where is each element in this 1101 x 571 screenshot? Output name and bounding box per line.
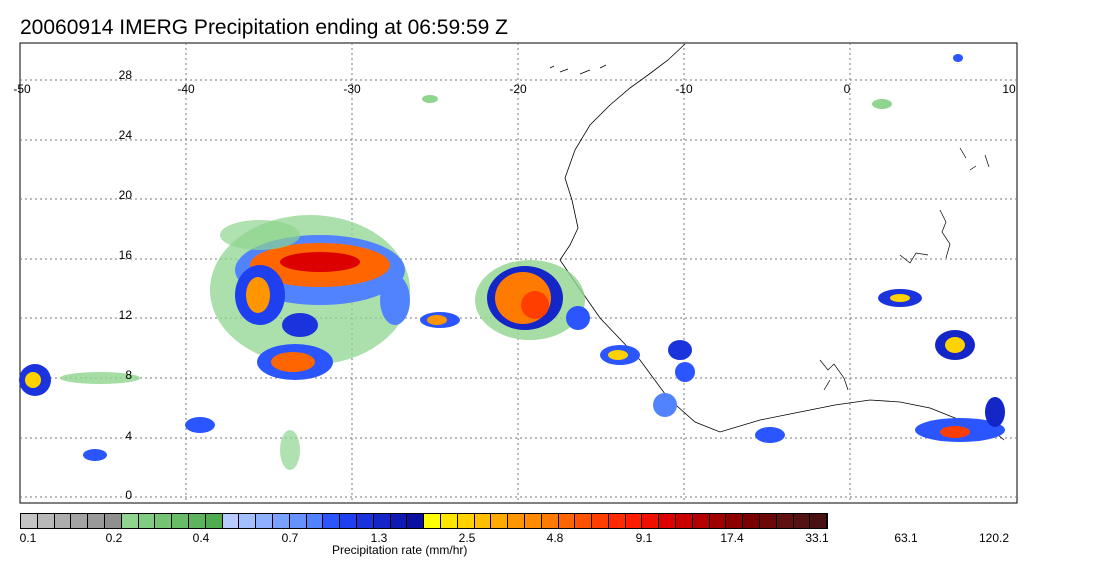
lon-label-0: 0 bbox=[843, 82, 851, 96]
colorbar-swatch bbox=[508, 514, 525, 528]
colorbar-swatch bbox=[625, 514, 643, 528]
colorbar-swatch bbox=[121, 514, 139, 528]
lat-gridlines bbox=[20, 79, 1017, 498]
colorbar-tick: 120.2 bbox=[978, 531, 1010, 545]
colorbar-swatch bbox=[289, 514, 307, 528]
colorbar-swatch bbox=[541, 514, 559, 528]
colorbar-swatch bbox=[592, 514, 609, 528]
lon-label-w10: -10 bbox=[675, 82, 693, 96]
lat-label-28: 28 bbox=[118, 68, 132, 82]
colorbar-swatch bbox=[306, 514, 324, 528]
colorbar-swatch bbox=[457, 514, 475, 528]
colorbar-swatch bbox=[608, 514, 626, 528]
colorbar-swatch bbox=[88, 514, 105, 528]
coastline-fragments bbox=[549, 64, 990, 391]
colorbar-swatch bbox=[155, 514, 173, 528]
colorbar-label: Precipitation rate (mm/hr) bbox=[332, 543, 468, 557]
map-title: 20060914 IMERG Precipitation ending at 0… bbox=[20, 16, 508, 39]
colorbar-swatch bbox=[390, 514, 408, 528]
lon-label-w50: -50 bbox=[13, 82, 31, 96]
colorbar-swatch bbox=[21, 514, 38, 528]
colorbar-tick: 63.1 bbox=[894, 531, 918, 545]
colorbar-swatch bbox=[474, 514, 492, 528]
colorbar-swatch bbox=[575, 514, 593, 528]
colorbar-swatch bbox=[172, 514, 189, 528]
colorbar-tick: 0.1 bbox=[19, 531, 37, 545]
colorbar-swatch bbox=[256, 514, 273, 528]
colorbar-swatch bbox=[188, 514, 206, 528]
colorbar-swatch bbox=[743, 514, 761, 528]
colorbar-tick: 0.4 bbox=[192, 531, 210, 545]
colorbar-swatch bbox=[676, 514, 693, 528]
colorbar-swatch bbox=[323, 514, 341, 528]
colorbar-swatch bbox=[776, 514, 794, 528]
colorbar-tick: 4.8 bbox=[546, 531, 564, 545]
lat-label-16: 16 bbox=[118, 248, 132, 262]
lon-label-w30: -30 bbox=[343, 82, 361, 96]
lon-label-w20: -20 bbox=[509, 82, 527, 96]
colorbar-swatch bbox=[104, 514, 122, 528]
lon-label-w40: -40 bbox=[177, 82, 195, 96]
colorbar-swatch bbox=[222, 514, 240, 528]
colorbar-swatch bbox=[524, 514, 542, 528]
lat-label-20: 20 bbox=[118, 188, 132, 202]
colorbar-swatch bbox=[659, 514, 677, 528]
lat-label-12: 12 bbox=[118, 308, 132, 322]
colorbar-swatch bbox=[138, 514, 156, 528]
lat-label-8: 8 bbox=[125, 368, 132, 382]
colorbar-swatch bbox=[440, 514, 458, 528]
lat-label-4: 4 bbox=[125, 429, 132, 443]
colorbar-swatch bbox=[205, 514, 223, 528]
lon-label-e10: 10 bbox=[1002, 82, 1016, 96]
colorbar-swatch bbox=[793, 514, 811, 528]
colorbar-swatch bbox=[709, 514, 727, 528]
colorbar-swatch bbox=[810, 514, 828, 528]
colorbar-tick: 33.1 bbox=[805, 531, 829, 545]
colorbar-swatch bbox=[642, 514, 660, 528]
africa-coastline bbox=[559, 43, 1005, 441]
colorbar-swatch bbox=[692, 514, 710, 528]
colorbar-swatch bbox=[54, 514, 72, 528]
colorbar-swatch bbox=[424, 514, 441, 528]
colorbar-swatch bbox=[491, 514, 509, 528]
colorbar-tick: 9.1 bbox=[635, 531, 653, 545]
colorbar-swatch bbox=[558, 514, 576, 528]
colorbar-swatch bbox=[340, 514, 357, 528]
colorbar-swatch bbox=[373, 514, 391, 528]
lat-label-0: 0 bbox=[125, 488, 132, 502]
colorbar-swatch bbox=[356, 514, 374, 528]
lat-label-24: 24 bbox=[118, 128, 132, 142]
colorbar-tick: 1.3 bbox=[370, 531, 388, 545]
colorbar-swatch bbox=[37, 514, 55, 528]
precipitation-field bbox=[19, 54, 1005, 470]
colorbar-tick: 0.7 bbox=[281, 531, 299, 545]
colorbar-swatch bbox=[760, 514, 777, 528]
colorbar-tick: 2.5 bbox=[458, 531, 476, 545]
colorbar-swatch bbox=[71, 514, 89, 528]
colorbar-swatch bbox=[407, 514, 425, 528]
colorbar-tick: 17.4 bbox=[720, 531, 744, 545]
colorbar-tick: 0.2 bbox=[105, 531, 123, 545]
colorbar-swatch bbox=[726, 514, 744, 528]
colorbar bbox=[20, 513, 829, 529]
colorbar-swatch bbox=[272, 514, 290, 528]
colorbar-swatch bbox=[239, 514, 257, 528]
